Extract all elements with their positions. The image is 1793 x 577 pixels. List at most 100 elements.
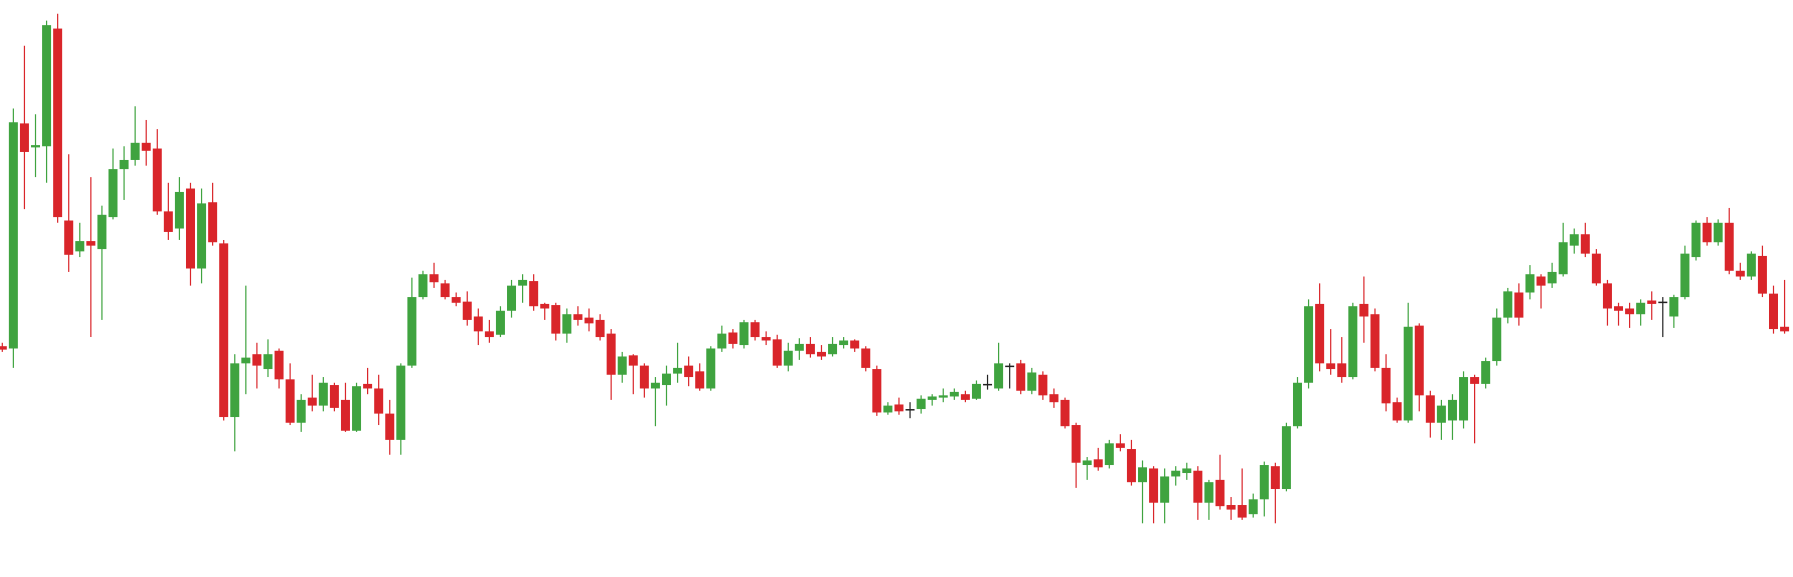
candle-body <box>363 383 373 389</box>
candle-body <box>374 388 384 414</box>
candle-body <box>0 346 7 350</box>
candle-body <box>263 354 273 370</box>
candle-body <box>42 25 52 147</box>
candle-body <box>695 371 705 389</box>
candle-body <box>318 382 328 406</box>
candle-body <box>850 340 860 349</box>
candle-body <box>1403 326 1413 421</box>
candle-body <box>396 365 406 440</box>
candle-body <box>1392 402 1402 421</box>
candle-body <box>1647 300 1657 304</box>
candle-body <box>385 413 395 440</box>
candle-body <box>507 285 517 311</box>
candle-body <box>1470 377 1480 384</box>
candle-body <box>805 343 815 355</box>
candle-body <box>1735 270 1745 277</box>
candle-body <box>1370 314 1380 368</box>
candle-body <box>1514 292 1524 318</box>
candle-body <box>1713 222 1723 243</box>
candle-body <box>8 122 18 349</box>
candle-body <box>329 385 339 408</box>
candle-body <box>562 314 572 334</box>
candle-body <box>451 297 461 303</box>
candle-body <box>241 357 251 364</box>
candle-body <box>75 241 85 252</box>
candle-body <box>1237 505 1247 518</box>
candle-body <box>1270 466 1280 490</box>
candle-body <box>1038 374 1048 396</box>
candle-body <box>462 301 472 320</box>
candle-body <box>518 279 528 286</box>
candle-body <box>872 369 882 413</box>
candle-body <box>1126 449 1136 483</box>
candle-body <box>1348 306 1358 378</box>
candle-body <box>794 343 804 351</box>
candle-body <box>1724 222 1734 271</box>
candle-body <box>628 355 638 366</box>
candle-body <box>1381 367 1391 404</box>
candle-body <box>728 332 738 344</box>
candle-body <box>230 363 240 418</box>
candle-body <box>816 351 826 357</box>
candle-body <box>440 283 450 298</box>
candle-body <box>905 409 915 411</box>
candle-body <box>639 365 649 389</box>
candle-body <box>1625 308 1635 315</box>
candle-body <box>861 348 871 368</box>
candle-body <box>1614 306 1624 311</box>
candle-body <box>19 123 29 152</box>
candle-body <box>1049 394 1059 403</box>
candle-body <box>296 399 306 423</box>
candle-body <box>1757 255 1767 294</box>
candle-body <box>307 397 317 406</box>
candle-body <box>119 159 129 170</box>
candle-body <box>1182 468 1192 474</box>
candle-body <box>1492 317 1502 362</box>
candle-body <box>1536 276 1546 286</box>
candle-body <box>1602 283 1612 309</box>
candle-body <box>1414 325 1424 396</box>
candle-body <box>1669 297 1679 317</box>
candle-body <box>606 333 616 375</box>
candle-body <box>219 243 229 418</box>
candle-body <box>352 386 362 431</box>
candle-body <box>1436 405 1446 423</box>
candle-body <box>418 274 428 298</box>
candle-body <box>1591 253 1601 284</box>
candle-body <box>1160 476 1170 503</box>
candle-body <box>97 214 107 250</box>
candle-body <box>1447 399 1457 421</box>
candle-body <box>1093 459 1103 468</box>
candle-body <box>1580 234 1590 254</box>
candle-body <box>706 348 716 389</box>
candle-body <box>495 310 505 335</box>
candle-body <box>1115 443 1125 448</box>
candle-body <box>1138 467 1148 483</box>
candle-body <box>163 211 173 232</box>
candle-body <box>960 394 970 400</box>
candle-body <box>130 142 140 160</box>
candle-body <box>1746 253 1756 277</box>
candle-body <box>31 145 41 148</box>
candle-body <box>927 396 937 400</box>
candle-body <box>573 314 583 320</box>
candle-body <box>1326 363 1336 370</box>
candle-body <box>1337 363 1347 378</box>
candle-body <box>274 350 284 380</box>
candle-body <box>484 331 494 338</box>
candle-body <box>1259 465 1269 500</box>
candle-body <box>617 356 627 375</box>
candle-body <box>883 405 893 413</box>
candle-body <box>1459 377 1469 421</box>
candle-body <box>584 317 594 324</box>
candle-body <box>717 333 727 349</box>
candle-body <box>1204 482 1214 503</box>
candle-body <box>1016 363 1026 391</box>
candle-body <box>1149 468 1159 503</box>
candle-body <box>208 202 218 243</box>
candle-body <box>86 241 96 246</box>
candle-body <box>1082 460 1092 466</box>
candle-body <box>473 316 483 332</box>
candle-body <box>750 322 760 338</box>
